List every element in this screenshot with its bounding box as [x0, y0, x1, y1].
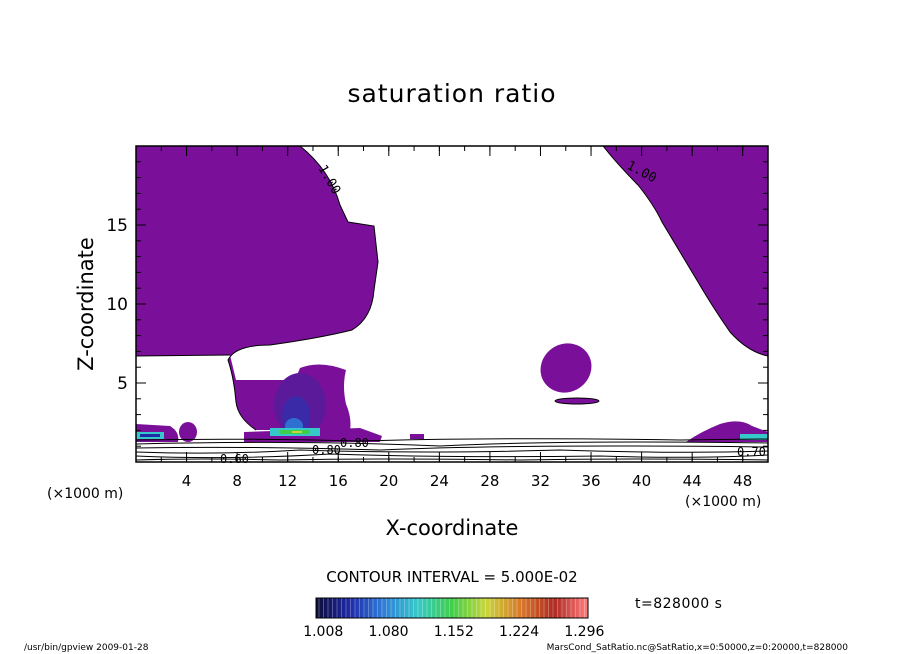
- contour-lines: [136, 146, 768, 461]
- colorbar: 1.008 1.080 1.152 1.224 1.296: [303, 597, 604, 640]
- colorbar-tick-label: 1.008: [303, 624, 343, 640]
- x-axis-label: X-coordinate: [386, 516, 519, 540]
- x-unit-label-left: (×1000 m): [47, 486, 123, 502]
- surface-cyan-right: [740, 434, 768, 440]
- x-tick-label: 28: [480, 472, 499, 490]
- y-tick-label: 15: [106, 216, 128, 236]
- chart-title: saturation ratio: [347, 79, 556, 108]
- time-label: t=828000 s: [635, 596, 722, 612]
- colorbar-tick-label: 1.080: [368, 624, 408, 640]
- x-axis: 4 8 12 16 20 24 28 32 36 40 44 48: [160, 146, 752, 490]
- plot-area: [136, 146, 768, 462]
- contour-label: 0.80: [312, 443, 341, 457]
- supersaturated-region-left: [136, 146, 378, 430]
- x-tick-label: 20: [379, 472, 398, 490]
- x-tick-label: 40: [632, 472, 651, 490]
- contour-label: 0.80: [340, 436, 369, 450]
- y-tick-label: 10: [106, 295, 128, 315]
- colorbar-ticks: 1.008 1.080 1.152 1.224 1.296: [303, 624, 604, 640]
- blob-base: [554, 397, 600, 405]
- y-axis-label: Z-coordinate: [74, 237, 98, 371]
- colorbar-stripes: [318, 598, 585, 618]
- contour-interval-label: CONTOUR INTERVAL = 5.000E-02: [326, 568, 577, 586]
- footer-right: MarsCond_SatRatio.nc@SatRatio,x=0:50000,…: [547, 643, 849, 653]
- x-tick-label: 44: [683, 472, 702, 490]
- x-tick-label: 36: [581, 472, 600, 490]
- x-tick-label: 4: [182, 472, 192, 490]
- supersaturated-blob: [540, 343, 592, 393]
- x-tick-label: 16: [329, 472, 348, 490]
- contour-label: 0.60: [220, 452, 249, 466]
- x-tick-label: 8: [232, 472, 242, 490]
- x-tick-label: 48: [733, 472, 752, 490]
- supersaturated-region-right: [603, 146, 768, 356]
- x-tick-label: 12: [278, 472, 297, 490]
- surface-bump: [179, 422, 197, 442]
- x-tick-label: 24: [430, 472, 449, 490]
- contour-label: 0.70: [737, 445, 766, 459]
- x-unit-label-right: (×1000 m): [685, 494, 761, 510]
- colorbar-tick-label: 1.296: [564, 624, 604, 640]
- y-axis: 5 10 15: [106, 161, 768, 447]
- x-tick-label: 32: [531, 472, 550, 490]
- footer-left: /usr/bin/gpview 2009-01-28: [24, 643, 149, 653]
- colorbar-tick-label: 1.224: [499, 624, 539, 640]
- colorbar-fill: [316, 598, 588, 618]
- colorbar-frame: [315, 597, 589, 619]
- y-tick-label: 5: [117, 374, 128, 394]
- colorbar-tick-label: 1.152: [434, 624, 474, 640]
